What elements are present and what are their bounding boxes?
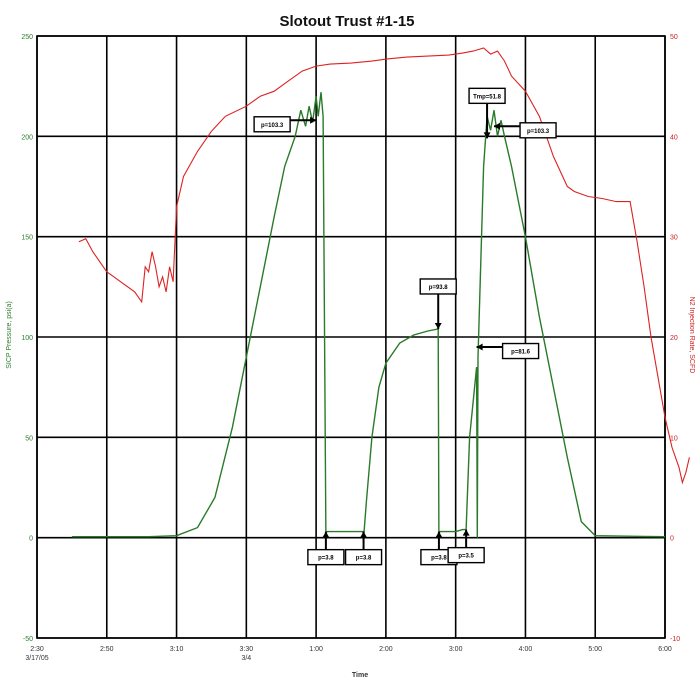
annotation-label: p=93.8 — [429, 285, 449, 291]
series-line-n2-rate — [78, 47, 690, 485]
plot-frame — [36, 35, 666, 639]
x-tick-sublabel: 3/17/05 — [25, 655, 48, 662]
x-tick-label: 3:10 — [170, 646, 184, 653]
y-right-tick-label: -10 — [670, 636, 680, 643]
annotation-arrowhead — [462, 529, 470, 536]
annotation-label: Tmp=51.8 — [473, 94, 502, 100]
annotation-callout: p=93.8 — [419, 278, 457, 329]
annotation-box — [519, 122, 557, 139]
plot-area — [71, 47, 690, 538]
x-tick-label: 2:00 — [379, 646, 393, 653]
annotation-arrowhead — [494, 122, 501, 130]
y-right-tick-label: 50 — [670, 34, 678, 41]
grid — [36, 35, 666, 639]
x-tick-sublabel: 3/4 — [241, 655, 251, 662]
annotation-callout: p=103.3 — [494, 122, 557, 139]
annotation-arrowhead — [434, 322, 442, 329]
y-left-tick-label: 250 — [21, 34, 33, 41]
y-axis-right-label: N2 Injection Rate, SCFD — [688, 297, 695, 374]
annotation-label: p=3.8 — [356, 556, 372, 562]
annotation-box — [419, 278, 457, 295]
annotation-arrowhead — [322, 531, 330, 538]
annotation-label: p=3.5 — [458, 554, 474, 560]
annotation-label: p=3.8 — [431, 556, 447, 562]
y-right-tick-label: 30 — [670, 235, 678, 242]
y-left-tick-label: -50 — [23, 636, 33, 643]
annotation-label: p=3.8 — [318, 556, 334, 562]
x-tick-label: 3:30 — [240, 646, 254, 653]
annotation-arrowhead — [310, 116, 317, 124]
series-line-pressure — [71, 92, 666, 538]
x-tick-label: 3:00 — [449, 646, 463, 653]
annotation-box — [253, 116, 291, 133]
ticks: 250200150100500-5050403020100-102:303/17… — [21, 34, 680, 662]
annotation-callout: p=3.5 — [447, 529, 485, 564]
x-axis-label: Time — [352, 672, 368, 679]
annotations: p=103.3 p=93.8 Tmp=51.8 p=103.3 p=81.6 p=3.8 p… — [253, 87, 557, 566]
x-tick-label: 2:50 — [100, 646, 114, 653]
annotation-arrowhead — [435, 531, 443, 538]
annotation-callout: p=103.3 — [253, 116, 317, 133]
y-right-tick-label: 40 — [670, 134, 678, 141]
y-right-tick-label: 10 — [670, 435, 678, 442]
chart-title: Slotout Trust #1-15 — [279, 13, 414, 30]
annotation-arrowhead — [360, 531, 368, 538]
annotation-callout: Tmp=51.8 — [468, 87, 506, 139]
y-right-tick-label: 20 — [670, 335, 678, 342]
y-left-tick-label: 50 — [25, 435, 33, 442]
annotation-box — [344, 548, 383, 566]
x-tick-label: 4:00 — [519, 646, 533, 653]
annotation-callout: p=3.8 — [307, 531, 345, 566]
annotation-box — [307, 548, 345, 566]
annotation-arrowhead — [483, 132, 491, 139]
annotation-label: p=103.3 — [527, 129, 550, 135]
x-tick-label: 2:30 — [30, 646, 44, 653]
y-left-tick-label: 150 — [21, 235, 33, 242]
y-left-tick-label: 200 — [21, 134, 33, 141]
y-left-tick-label: 0 — [29, 536, 33, 543]
annotation-box — [501, 342, 540, 360]
y-left-tick-label: 100 — [21, 335, 33, 342]
annotation-label: p=103.3 — [261, 123, 284, 129]
annotation-callout: p=81.6 — [476, 342, 540, 360]
x-tick-label: 1:00 — [309, 646, 323, 653]
annotation-box — [447, 546, 485, 564]
x-tick-label: 6:00 — [658, 646, 672, 653]
annotation-callout: p=3.8 — [344, 531, 383, 566]
x-tick-label: 5:00 — [588, 646, 602, 653]
annotation-arrowhead — [476, 343, 483, 351]
y-axis-left-label: SICP Pressure, psi(a) — [6, 301, 13, 369]
y-right-tick-label: 0 — [670, 536, 674, 543]
annotation-label: p=81.6 — [511, 350, 531, 356]
annotation-box — [468, 87, 506, 105]
